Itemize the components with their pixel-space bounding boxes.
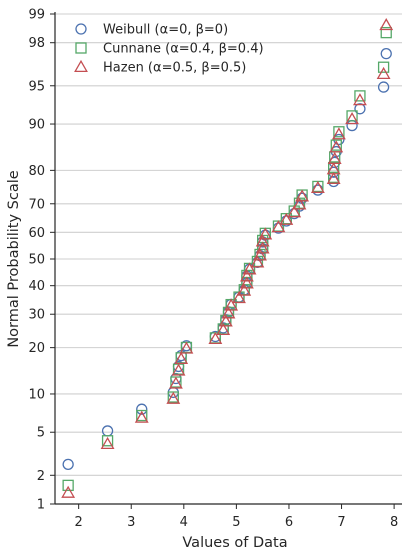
y-tick-label: 5	[37, 426, 45, 441]
data-point-series-2	[333, 126, 345, 138]
data-point-series-1	[354, 103, 366, 115]
y-tick-label: 30	[28, 308, 45, 323]
data-point-series-3	[166, 391, 181, 404]
data-point-series-2	[330, 139, 342, 151]
legend-label-1: Weibull (α=0, β=0)	[103, 23, 228, 38]
legend-marker-3	[74, 59, 88, 72]
data-point-series-3	[329, 140, 344, 153]
data-point-series-2	[380, 26, 392, 39]
data-point-series-3	[250, 255, 265, 268]
data-point-series-3	[134, 410, 149, 423]
x-tick-label: 2	[75, 515, 83, 530]
data-point-series-3	[279, 212, 294, 225]
y-tick-label: 95	[28, 79, 45, 94]
data-point-series-3	[379, 18, 394, 31]
data-point-series-1	[101, 425, 114, 437]
data-point-series-3	[174, 351, 189, 365]
data-point-series-3	[331, 127, 346, 140]
y-tick-label: 98	[28, 36, 45, 51]
y-tick-label: 10	[28, 387, 45, 402]
data-point-series-3	[232, 290, 246, 304]
x-tick-label: 3	[127, 515, 135, 530]
data-point-series-3	[271, 220, 286, 233]
x-tick-label: 4	[180, 515, 188, 530]
data-point-series-3	[61, 485, 76, 498]
y-tick-label: 60	[28, 226, 45, 241]
data-point-series-3	[255, 234, 270, 247]
x-tick-label: 5	[232, 515, 240, 530]
y-tick-label: 2	[37, 469, 45, 484]
y-tick-label: 20	[28, 341, 45, 356]
data-point-series-3	[327, 151, 342, 164]
data-point-series-2	[136, 409, 148, 422]
x-tick-label: 7	[337, 515, 345, 530]
data-point-series-3	[326, 171, 341, 184]
y-tick-label: 40	[28, 279, 45, 294]
data-point-series-3	[253, 248, 267, 261]
data-point-series-3	[221, 306, 236, 319]
data-point-series-3	[345, 112, 359, 125]
data-point-series-1	[333, 133, 345, 146]
data-point-series-3	[258, 227, 273, 240]
data-point-series-2	[62, 479, 74, 492]
data-point-series-3	[216, 322, 231, 336]
legend-label-2: Cunnane (α=0.4, β=0.4)	[103, 42, 264, 57]
axes-layer: 1 2 5 10 20 30 40 50 60 70 80 90 95 98 99 2 3 4 5 6 7 8	[28, 8, 402, 530]
data-point-series-2	[101, 435, 114, 447]
data-point-series-2	[354, 90, 366, 102]
data-point-series-3	[218, 314, 233, 327]
data-point-series-1	[346, 119, 358, 132]
data-point-series-1	[136, 403, 148, 415]
y-tick-label: 90	[28, 118, 45, 133]
legend-marker-2	[75, 42, 87, 54]
data-point-series-3	[353, 93, 367, 106]
data-point-series-3	[100, 436, 115, 449]
data-point-series-3	[242, 262, 257, 275]
data-point-series-3	[171, 363, 186, 376]
data-point-series-3	[287, 205, 302, 218]
y-tick-label: 70	[28, 197, 45, 212]
data-point-series-3	[179, 341, 194, 354]
data-point-series-3	[292, 197, 307, 210]
data-point-series-1	[62, 458, 74, 470]
data-point-series-3	[255, 241, 270, 254]
data-point-series-3	[239, 269, 254, 282]
data-point-series-3	[376, 66, 391, 80]
data-point-series-3	[208, 331, 223, 345]
data-point-series-3	[310, 180, 325, 193]
data-point-series-1	[377, 81, 390, 93]
data-point-series-3	[239, 276, 254, 289]
legend: Weibull (α=0, β=0) Cunnane (α=0.4, β=0.4)…	[74, 23, 264, 76]
data-point-series-3	[295, 189, 310, 202]
legend-marker-1	[75, 23, 87, 35]
grid-layer	[55, 13, 402, 505]
y-axis-label: Normal Probability Scale	[6, 170, 22, 347]
marks-layer	[61, 18, 394, 498]
y-tick-label: 1	[37, 498, 45, 513]
data-point-series-1	[328, 175, 340, 188]
y-tick-label: 80	[28, 164, 45, 179]
x-tick-label: 6	[285, 515, 293, 530]
legend-label-3: Hazen (α=0.5, β=0.5)	[103, 61, 246, 76]
y-tick-label: 99	[28, 8, 45, 23]
data-point-series-3	[326, 162, 341, 175]
data-point-series-3	[224, 298, 239, 311]
data-point-series-3	[169, 376, 183, 389]
x-axis-label: Values of Data	[182, 535, 287, 551]
x-tick-label: 8	[390, 515, 398, 530]
data-point-series-1	[312, 184, 324, 196]
data-point-series-2	[346, 110, 358, 122]
data-point-series-2	[377, 61, 390, 73]
y-tick-label: 50	[28, 253, 45, 268]
data-point-series-3	[237, 283, 252, 296]
data-point-series-1	[380, 48, 392, 60]
